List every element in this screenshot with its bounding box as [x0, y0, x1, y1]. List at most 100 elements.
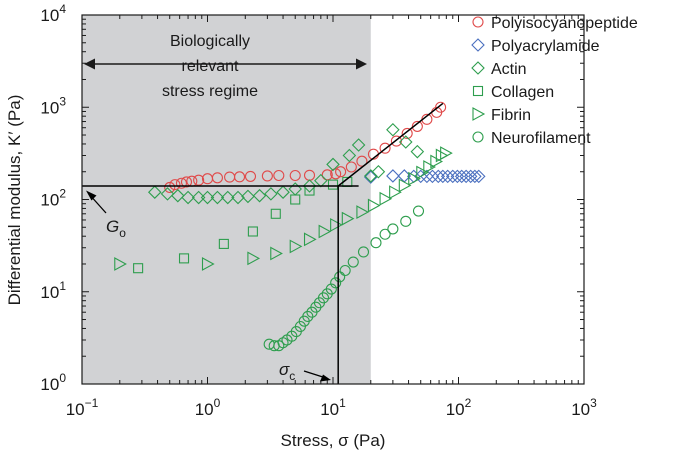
polyacrylamide-point [364, 170, 378, 184]
polyisocyanopeptide-point [356, 155, 368, 167]
x-tick-labels: 10−1 100 101 102 103 [66, 396, 597, 419]
collagen-point [327, 179, 339, 190]
polyacrylamide-point [471, 169, 486, 184]
polyisocyanopeptide-point [175, 177, 187, 189]
polyisocyanopeptide-point [261, 170, 273, 182]
actin-point [241, 189, 255, 204]
fibrin-point [270, 246, 283, 261]
neurofilament-point [400, 215, 412, 227]
polyisocyanopeptide-point [401, 127, 413, 139]
polyisocyanopeptide-point [273, 169, 285, 182]
legend-polyacrylamide-icon [471, 38, 485, 52]
y-tick-labels: 100 101 102 103 104 [40, 2, 66, 394]
legend-neurofilament-icon [472, 131, 484, 143]
fibrin-point [114, 257, 127, 271]
actin-point [171, 188, 185, 203]
actin-point [264, 187, 278, 201]
fibrin-point [289, 239, 303, 254]
fibrin-point [247, 251, 261, 266]
annotation-lines [82, 102, 444, 384]
x-tick-label: 10−1 [66, 396, 99, 419]
neurofilament-point [317, 292, 330, 304]
fibrin-point [341, 211, 355, 226]
g0-annotation: Go [86, 190, 126, 240]
collagen-point [270, 208, 281, 219]
polyisocyanopeptide-point [211, 172, 223, 184]
legend-actin-icon [471, 61, 485, 75]
actin-point [160, 187, 175, 201]
neurofilament-point [330, 277, 342, 289]
polyisocyanopeptide-point [330, 168, 342, 180]
y-tick-label: 100 [40, 371, 66, 394]
power-law-fit-line [337, 102, 444, 187]
neurofilament-point [339, 264, 351, 277]
sigma-c-subscript: c [289, 369, 295, 383]
polyisocyanopeptide-point [435, 101, 447, 113]
fibrin-point [398, 178, 412, 193]
legend-neurofilament-label: Neurofilament [491, 130, 591, 147]
neurofilament-point [347, 256, 359, 268]
fibrin-point [423, 160, 436, 174]
actin-point [302, 179, 317, 193]
polyisocyanopeptide-point [233, 171, 246, 183]
fibrin-point [408, 171, 421, 186]
actin-point [398, 135, 413, 149]
neurofilament-point [412, 205, 425, 217]
fibrin-point [303, 232, 317, 247]
y-tick-label: 101 [40, 279, 66, 302]
polyisocyanopeptide-point [289, 169, 301, 182]
region-label: Biologically relevant stress regime [162, 33, 258, 100]
x-tick-label: 100 [195, 396, 221, 419]
legend-fibrin-icon [472, 107, 486, 121]
region-extent-arrow [84, 58, 367, 70]
region-label-line-2: relevant [182, 58, 239, 75]
legend-fibrin-label: Fibrin [491, 107, 531, 124]
actin-point [410, 144, 425, 159]
actin-point [220, 190, 235, 205]
polyacrylamide-point [468, 169, 482, 184]
collagen-point [218, 238, 229, 249]
x-tick-label: 103 [571, 396, 597, 419]
actin-point [371, 164, 386, 179]
polyacrylamide-point [425, 169, 440, 184]
actin-point [386, 122, 400, 137]
polyacrylamide-point [386, 169, 400, 183]
fibrin-point [440, 146, 453, 161]
polyacrylamide-point [454, 169, 469, 184]
neurofilament-point [357, 246, 370, 258]
polyisocyanopeptide-point [164, 181, 176, 194]
svg-text:σc: σc [279, 360, 295, 383]
polyisocyanopeptide-point [180, 176, 193, 188]
legend-polyisocyanopeptide-icon [472, 16, 484, 28]
plot-frame [81, 14, 585, 385]
region-label-line-3: stress regime [162, 83, 258, 100]
neurofilament-point [379, 228, 391, 240]
polyisocyanopeptide-point [193, 174, 205, 186]
biological-stress-region [82, 15, 371, 384]
legend-polyisocyanopeptide-label: Polyisocyanopeptide [491, 15, 638, 32]
axis-ticks [81, 15, 584, 385]
fibrin-point [367, 198, 381, 213]
actin-point [210, 190, 225, 205]
polyacrylamide-point [440, 169, 455, 184]
fibrin-point [416, 165, 429, 180]
g0-subscript: o [119, 226, 126, 240]
polyacrylamide-point [431, 169, 446, 184]
neurofilament-point [387, 223, 399, 235]
polyisocyanopeptide-point [169, 179, 181, 191]
fibrin-point [330, 218, 343, 232]
fibrin-point [356, 205, 370, 220]
polyisocyanopeptide-point [345, 161, 357, 173]
sigma-c-label: σ [279, 360, 290, 379]
actin-point [252, 188, 267, 203]
actin-point [191, 190, 206, 205]
fibrin-point [318, 224, 332, 239]
polyacrylamide-point [420, 169, 434, 184]
actin-point [326, 157, 340, 172]
polyisocyanopeptide-point [335, 166, 347, 178]
polyisocyanopeptide-point [244, 170, 257, 182]
polyisocyanopeptide-point [411, 120, 423, 132]
legend-collagen-icon [472, 85, 484, 97]
actin-point [342, 148, 357, 163]
